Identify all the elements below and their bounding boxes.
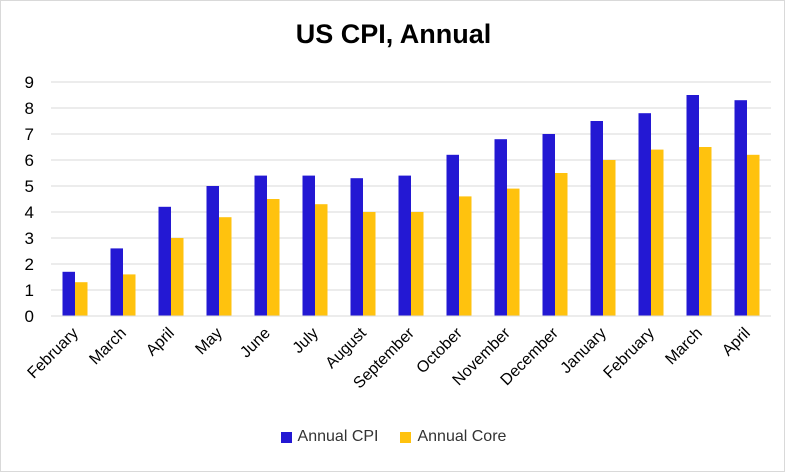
bar-annual-cpi xyxy=(206,186,219,316)
y-tick-label: 2 xyxy=(25,255,34,274)
legend-swatch-cpi xyxy=(280,431,292,443)
y-tick-label: 0 xyxy=(25,307,34,326)
x-tick-label: March xyxy=(662,325,705,368)
x-tick-label: May xyxy=(192,325,225,358)
bar-annual-cpi xyxy=(398,175,411,316)
bar-annual-core xyxy=(171,238,184,316)
bar-annual-cpi xyxy=(590,121,603,316)
bar-annual-cpi xyxy=(158,206,171,316)
x-tick-label: June xyxy=(237,325,274,362)
bar-annual-core xyxy=(75,282,88,316)
bar-annual-cpi xyxy=(62,271,75,316)
bar-annual-core xyxy=(315,204,328,316)
y-tick-label: 8 xyxy=(25,99,34,118)
x-tick-label: February xyxy=(601,325,658,382)
bar-annual-core xyxy=(651,149,664,316)
y-tick-label: 3 xyxy=(25,229,34,248)
bar-annual-cpi xyxy=(686,95,699,316)
bar-annual-core xyxy=(555,173,568,316)
x-tick-label: July xyxy=(290,325,322,357)
legend-swatch-core xyxy=(400,431,412,443)
y-tick-label: 5 xyxy=(25,177,34,196)
x-tick-label: March xyxy=(86,325,129,368)
chart-title: US CPI, Annual xyxy=(295,19,492,49)
bar-annual-cpi xyxy=(254,175,267,316)
y-tick-label: 9 xyxy=(25,73,34,92)
bar-annual-core xyxy=(411,212,424,316)
bar-annual-core xyxy=(699,147,712,316)
bar-annual-cpi xyxy=(638,113,651,316)
legend-item-core: Annual Core xyxy=(400,428,506,446)
bar-annual-cpi xyxy=(302,175,315,316)
bar-annual-cpi xyxy=(542,134,555,316)
legend: Annual CPI Annual Core xyxy=(1,428,785,446)
x-tick-label: February xyxy=(25,325,82,382)
bar-annual-core xyxy=(123,274,136,316)
bar-annual-cpi xyxy=(110,248,123,316)
bar-annual-core xyxy=(267,199,280,316)
y-tick-label: 1 xyxy=(25,281,34,300)
bar-annual-cpi xyxy=(734,100,747,316)
x-tick-label: August xyxy=(323,324,371,372)
bar-annual-core xyxy=(459,196,472,316)
x-tick-label: April xyxy=(143,325,178,360)
legend-item-cpi: Annual CPI xyxy=(280,428,379,446)
bar-annual-core xyxy=(747,154,760,316)
legend-label-cpi: Annual CPI xyxy=(297,428,379,445)
bar-annual-cpi xyxy=(494,139,507,316)
bar-annual-cpi xyxy=(350,178,363,316)
y-tick-label: 4 xyxy=(25,203,34,222)
bar-annual-core xyxy=(219,217,232,316)
bar-annual-core xyxy=(507,188,520,316)
bar-annual-cpi xyxy=(446,154,459,316)
bar-annual-core xyxy=(603,160,616,316)
x-tick-label: April xyxy=(719,325,754,360)
legend-label-core: Annual Core xyxy=(417,428,507,445)
y-tick-label: 7 xyxy=(25,125,34,144)
bar-annual-core xyxy=(363,212,376,316)
y-tick-label: 6 xyxy=(25,151,34,170)
